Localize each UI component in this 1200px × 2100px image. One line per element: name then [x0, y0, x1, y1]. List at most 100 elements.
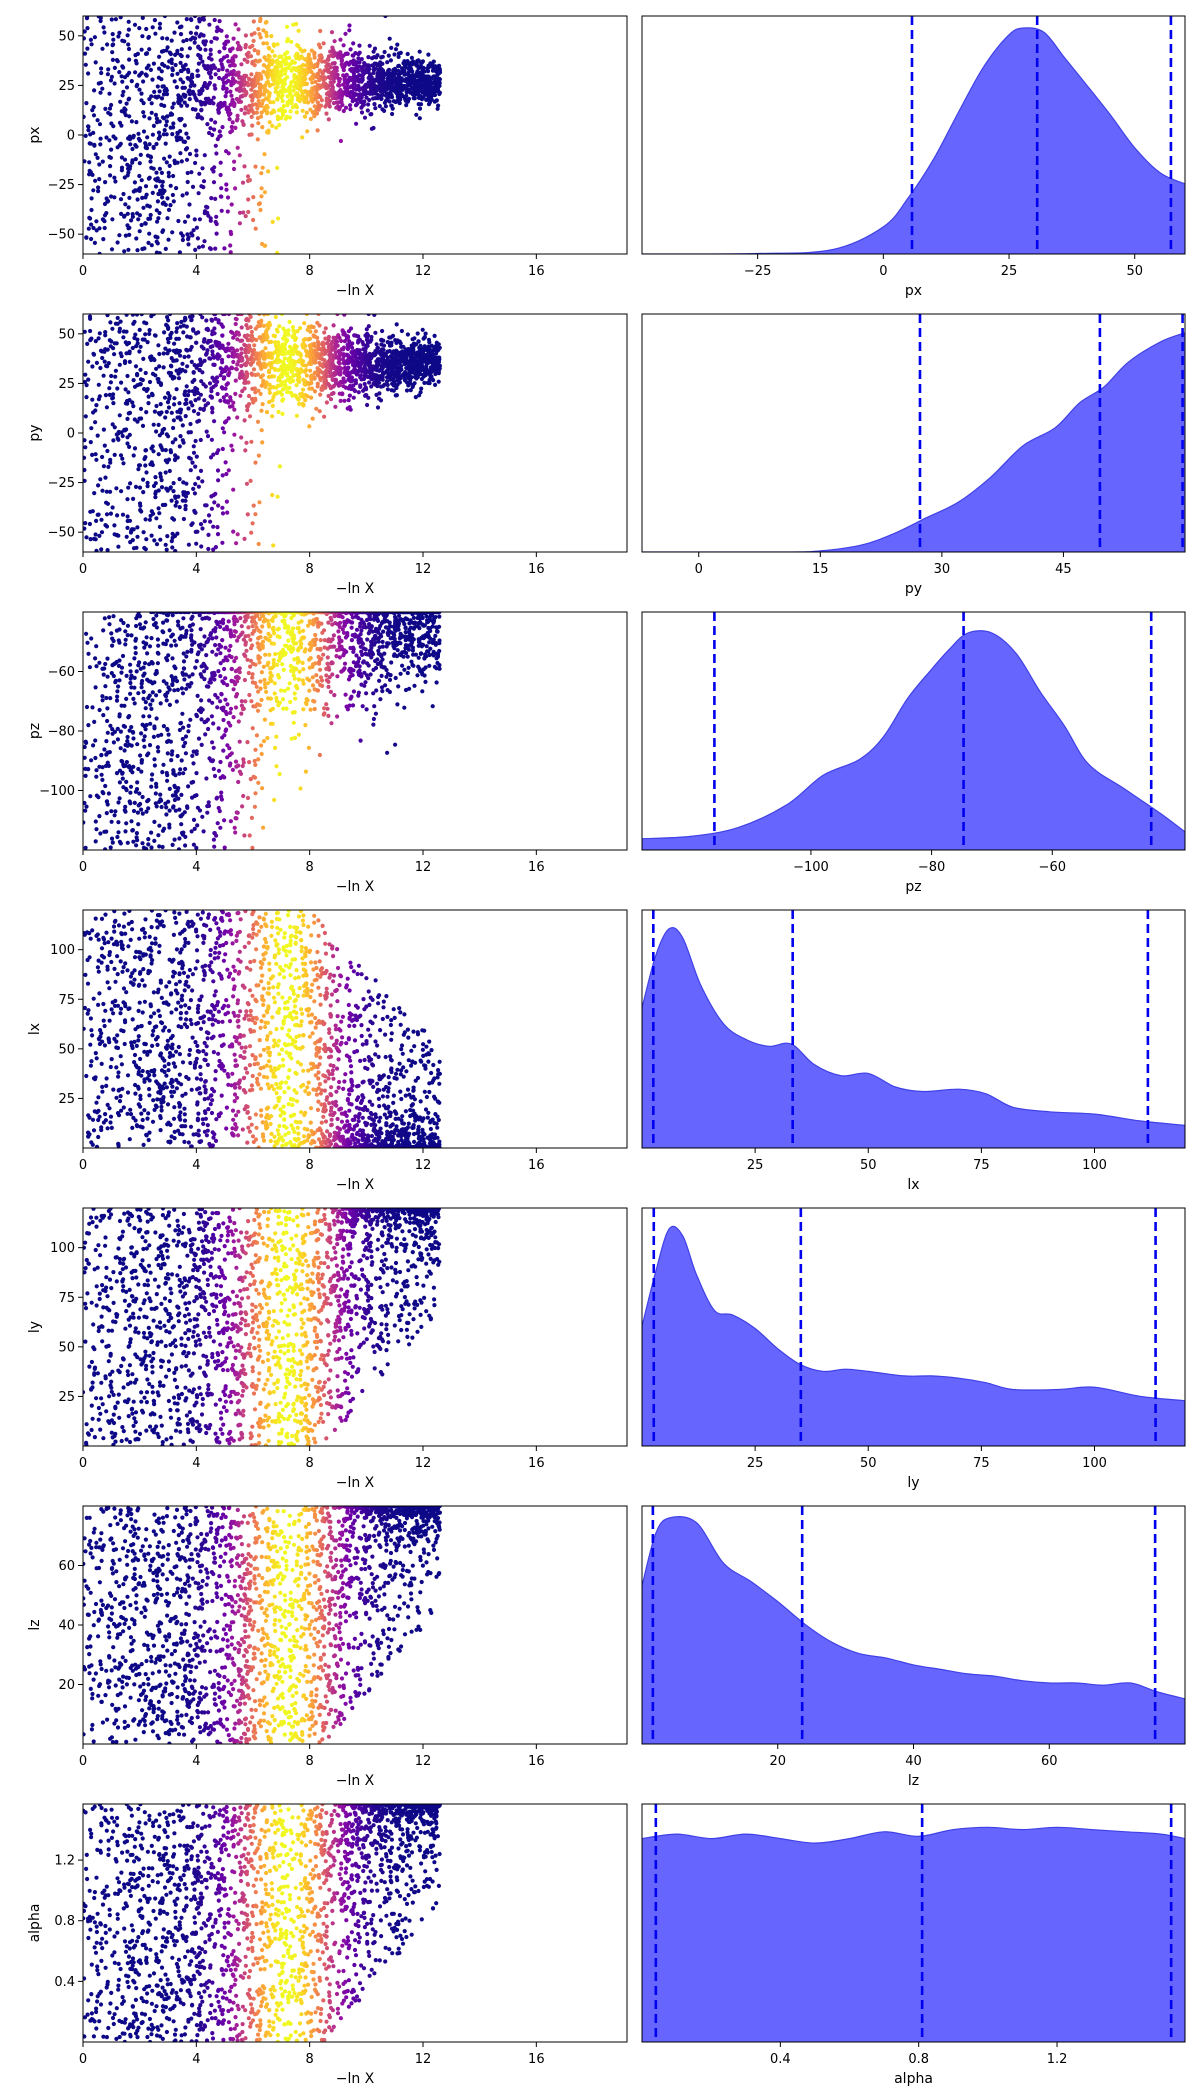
- trace-px-point: [224, 149, 229, 154]
- trace-py-point: [267, 382, 272, 387]
- trace-py-point: [216, 448, 221, 453]
- trace-px-point: [141, 205, 146, 210]
- trace-px-point: [195, 25, 200, 30]
- trace-py-point: [422, 380, 427, 385]
- trace-py-point: [85, 341, 90, 346]
- trace-py-point: [176, 494, 181, 499]
- trace-px-point: [99, 66, 104, 71]
- trace-py-point: [381, 343, 387, 348]
- trace-px-point: [172, 30, 177, 35]
- trace-py-point: [89, 336, 94, 341]
- trace-px-point: [352, 66, 357, 72]
- trace-px-point: [262, 89, 268, 94]
- trace-py-point: [433, 382, 438, 387]
- trace-py-point: [251, 367, 257, 372]
- trace-px-point: [201, 83, 206, 89]
- trace-px-point: [434, 98, 439, 103]
- trace-px-point: [249, 79, 255, 84]
- trace-py-point: [118, 453, 124, 458]
- trace-py-point: [251, 358, 256, 363]
- trace-px-point: [83, 51, 88, 56]
- trace-py-point: [269, 374, 274, 379]
- trace-px-point: [419, 60, 424, 65]
- trace-py-point: [295, 367, 300, 372]
- trace-py-point: [330, 377, 335, 383]
- trace-py-point: [177, 505, 182, 510]
- trace-py-point: [432, 333, 437, 338]
- trace-py-point: [185, 364, 190, 369]
- trace-pz-point: [313, 632, 318, 638]
- trace-py-point: [157, 364, 162, 369]
- trace-py-point: [112, 452, 117, 457]
- trace-px-point: [267, 91, 272, 96]
- trace-py-point: [160, 428, 165, 433]
- trace-py-point: [140, 423, 146, 428]
- trace-px-point: [131, 135, 136, 140]
- trace-px-point: [310, 99, 315, 104]
- trace-px-point: [157, 26, 162, 31]
- trace-py-point: [158, 382, 164, 387]
- trace-px-point: [160, 115, 165, 120]
- trace-px-point: [332, 61, 337, 66]
- trace-px-point: [111, 134, 116, 139]
- trace-px-point: [192, 16, 198, 19]
- trace-py-point: [322, 380, 327, 385]
- trace-px-point: [334, 91, 339, 96]
- trace-py-point: [267, 399, 272, 405]
- trace-pz-point: [84, 704, 90, 710]
- trace-px-point: [199, 107, 204, 112]
- trace-py-point: [192, 508, 197, 513]
- trace-py-point: [131, 321, 136, 326]
- trace-py-point: [172, 402, 177, 407]
- trace-px-point: [317, 58, 322, 63]
- trace-px-point: [200, 244, 205, 249]
- trace-px-point: [426, 74, 431, 79]
- trace-py-point: [176, 371, 181, 376]
- trace-py-point: [195, 529, 200, 534]
- trace-px-xtick-label: 0: [79, 264, 87, 279]
- trace-py-point: [239, 346, 244, 351]
- trace-py-point: [84, 383, 89, 388]
- trace-px-point: [176, 93, 181, 98]
- trace-px-point: [153, 184, 159, 189]
- trace-px-point: [87, 215, 92, 220]
- trace-px-point: [199, 184, 204, 189]
- trace-px-point: [253, 164, 258, 169]
- trace-px-point: [410, 90, 416, 95]
- trace-px-point: [382, 71, 387, 76]
- trace-py-point: [158, 474, 163, 479]
- trace-py-point: [198, 522, 204, 527]
- trace-py-point: [251, 336, 256, 342]
- trace-px-point: [348, 47, 353, 52]
- trace-py-point: [406, 347, 411, 352]
- trace-px-point: [217, 49, 222, 54]
- trace-py-point: [250, 386, 255, 391]
- trace-py-point: [285, 371, 290, 376]
- trace-py-point: [257, 360, 262, 365]
- trace-px-point: [280, 67, 285, 72]
- trace-px-point: [213, 120, 218, 125]
- trace-py-point: [232, 349, 237, 354]
- trace-py-point: [249, 371, 254, 376]
- trace-py-point: [141, 490, 146, 495]
- trace-px-point: [178, 31, 184, 37]
- trace-py-point: [235, 415, 240, 420]
- trace-px-point: [258, 207, 263, 213]
- trace-px-point: [171, 101, 176, 106]
- trace-px-point: [220, 77, 225, 82]
- trace-px-point: [380, 76, 385, 81]
- trace-px-point: [305, 129, 310, 134]
- trace-py-point: [256, 453, 261, 458]
- trace-py-point: [374, 373, 379, 378]
- trace-py-point: [229, 443, 234, 448]
- trace-py-point: [300, 387, 306, 392]
- trace-py-point: [278, 390, 283, 395]
- trace-px-point: [373, 106, 378, 111]
- trace-px-point: [218, 160, 223, 165]
- trace-px-point: [173, 62, 178, 68]
- trace-py-point: [106, 361, 111, 366]
- trace-px-point: [347, 28, 352, 33]
- trace-py-point: [271, 543, 276, 548]
- trace-px-point: [270, 49, 275, 54]
- trace-px-point: [105, 72, 110, 77]
